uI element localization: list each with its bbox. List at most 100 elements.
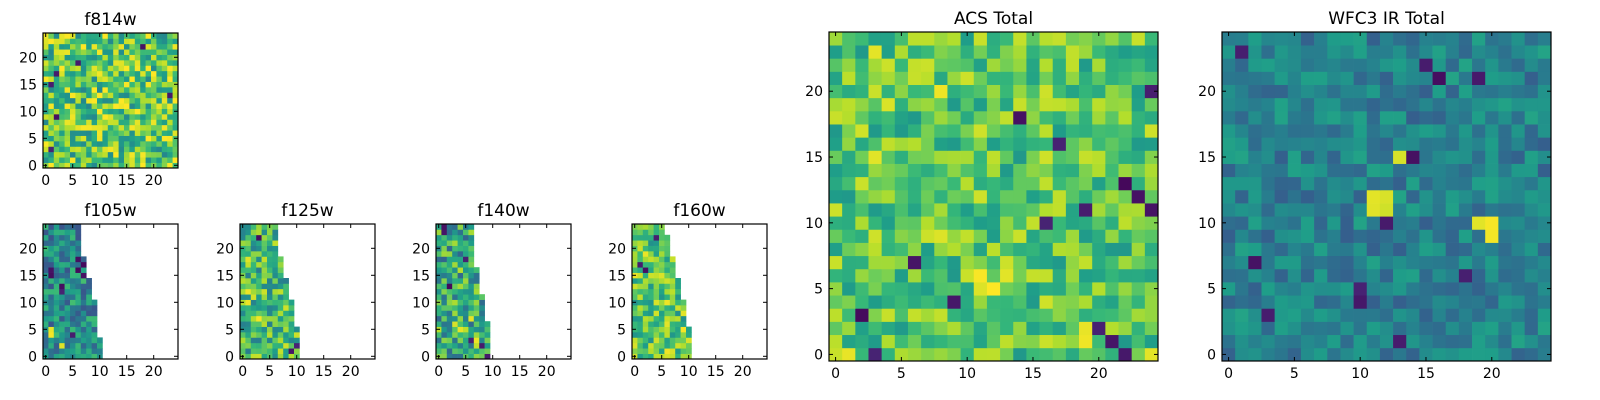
heatmap-cell <box>261 310 268 317</box>
heatmap-cell <box>842 334 856 349</box>
heatmap-cell <box>1131 176 1146 191</box>
heatmap-cell <box>441 337 448 344</box>
heatmap-cell <box>452 261 458 268</box>
heatmap-cell <box>675 310 681 317</box>
heatmap-cell <box>1222 110 1236 125</box>
heatmap-cell <box>1498 268 1512 283</box>
heatmap-cell <box>842 110 856 125</box>
heatmap-cell <box>659 278 665 284</box>
heatmap-cell <box>1327 295 1341 309</box>
heatmap-cell <box>86 38 92 45</box>
heatmap-cell <box>1000 150 1014 164</box>
heatmap-cell <box>48 229 55 236</box>
heatmap-cell <box>102 108 109 115</box>
heatmap-cell <box>272 256 279 263</box>
heatmap-cell <box>97 146 103 153</box>
heatmap-cell <box>894 295 909 309</box>
heatmap-cell <box>436 315 442 322</box>
heatmap-cell <box>947 71 961 85</box>
heatmap-cell <box>250 224 257 230</box>
heatmap-cell <box>288 342 295 349</box>
heatmap-cell <box>1274 189 1289 204</box>
heatmap-cell <box>70 135 76 142</box>
heatmap-cell <box>48 70 55 77</box>
heatmap-cell <box>91 70 98 77</box>
heatmap-cell <box>947 58 961 72</box>
heatmap-cell <box>272 337 279 344</box>
heatmap-cell <box>675 299 681 306</box>
heatmap-cell <box>48 321 55 327</box>
heatmap-cell <box>48 310 55 317</box>
heatmap-cell <box>64 146 71 153</box>
heatmap-cell <box>1079 334 1093 349</box>
heatmap-cell <box>947 216 961 230</box>
heatmap-cell <box>1379 163 1394 178</box>
heatmap-cell <box>1327 282 1341 296</box>
heatmap-cell <box>473 288 480 295</box>
heatmap-cell <box>1039 282 1054 296</box>
heatmap-cell <box>680 305 687 311</box>
heatmap-cell <box>1013 347 1027 362</box>
heatmap-cell <box>1419 45 1433 59</box>
heatmap-cell <box>1379 124 1394 138</box>
y-tick-label: 5 <box>225 322 234 338</box>
heatmap-cell <box>1079 242 1093 257</box>
heatmap-cell <box>156 33 163 39</box>
heatmap-cell <box>1498 97 1512 112</box>
heatmap-cell <box>288 305 295 311</box>
heatmap-cell <box>1013 97 1027 112</box>
heatmap-cell <box>261 326 268 333</box>
heatmap-cell <box>48 49 55 55</box>
heatmap-cell <box>70 141 76 147</box>
heatmap-cell <box>1419 97 1433 112</box>
heatmap-cell <box>129 70 136 77</box>
heatmap-cell <box>1287 124 1302 138</box>
heatmap-cell <box>134 33 141 39</box>
heatmap-cell <box>1079 229 1093 243</box>
heatmap-cell <box>80 87 87 93</box>
heatmap-cell <box>1131 163 1146 178</box>
heatmap-cell <box>1406 84 1420 99</box>
heatmap-cell <box>53 245 60 252</box>
heatmap-cell <box>1314 321 1328 336</box>
heatmap-cell <box>1353 216 1368 230</box>
heatmap-cell <box>1432 163 1447 178</box>
heatmap-cell <box>80 162 87 169</box>
heatmap-cell <box>70 245 76 252</box>
heatmap-cell <box>134 151 141 158</box>
heatmap-cell <box>1458 295 1473 309</box>
heatmap-cell <box>1419 295 1433 309</box>
heatmap-cell <box>172 60 179 66</box>
heatmap-cell <box>1065 150 1080 164</box>
heatmap-cell <box>151 38 157 45</box>
heatmap-cell <box>1366 58 1381 72</box>
heatmap-cell <box>868 71 882 85</box>
heatmap-cell <box>1079 176 1093 191</box>
heatmap-cell <box>1472 150 1486 164</box>
x-tick-label: 5 <box>265 364 274 380</box>
heatmap-cell <box>648 251 654 257</box>
heatmap-cell <box>118 97 125 104</box>
heatmap-cell <box>1353 295 1368 309</box>
heatmap-cell <box>637 337 644 344</box>
heatmap-cell <box>1274 268 1289 283</box>
heatmap-cell <box>960 124 975 138</box>
heatmap-cell <box>161 49 168 55</box>
heatmap-cell <box>53 256 60 263</box>
heatmap-cell <box>1274 229 1289 243</box>
heatmap-cell <box>1052 163 1067 178</box>
heatmap-cell <box>1000 229 1014 243</box>
heatmap-cell <box>1327 45 1341 59</box>
heatmap-cell <box>1287 71 1302 85</box>
heatmap-cell <box>1340 255 1354 270</box>
heatmap-cell <box>1105 97 1119 112</box>
heatmap-cell <box>1222 282 1236 296</box>
heatmap-cell <box>134 38 141 45</box>
heatmap-cell <box>446 288 453 295</box>
heatmap-cell <box>70 157 76 163</box>
heatmap-cell <box>107 70 114 77</box>
heatmap-cell <box>277 315 284 322</box>
heatmap-cell <box>97 157 103 163</box>
heatmap-cell <box>855 137 869 151</box>
